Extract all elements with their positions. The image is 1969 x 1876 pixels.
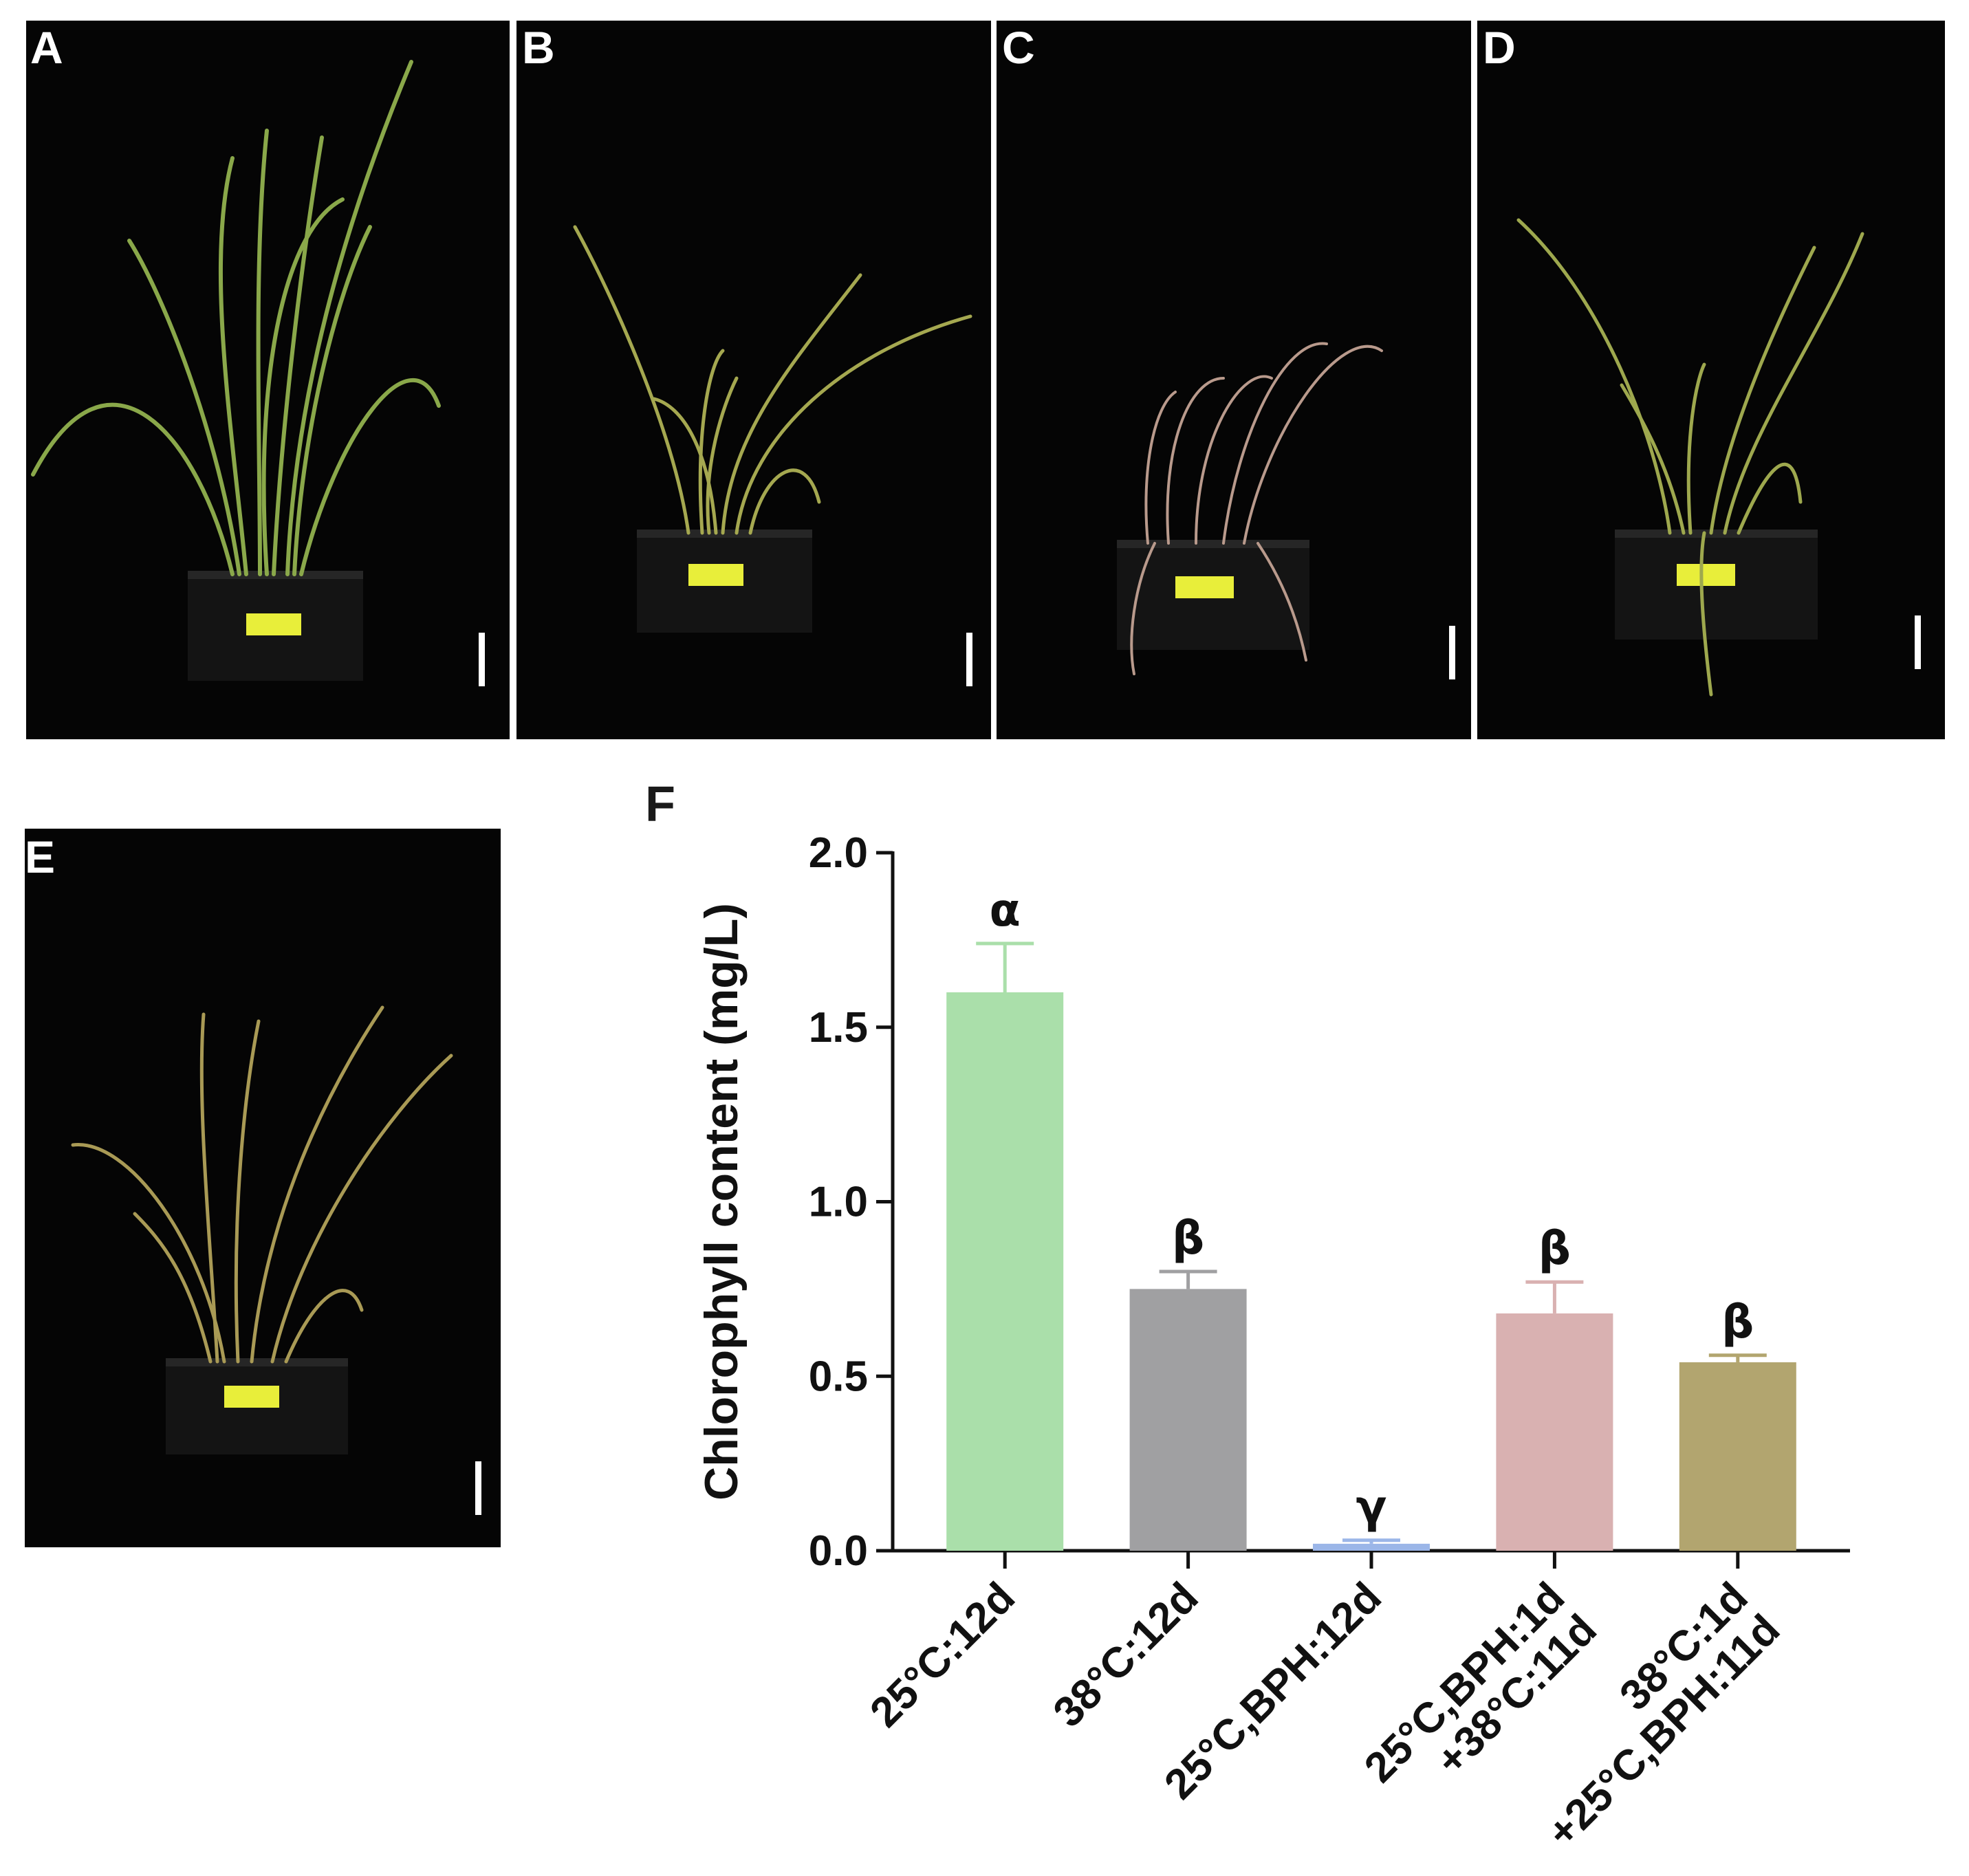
bar: [1496, 1313, 1613, 1551]
x-category-label: 25°C:12d: [861, 1573, 1024, 1736]
y-axis-title: Chlorophyll content (mg/L): [695, 903, 748, 1501]
scale-bar-e: [475, 1461, 481, 1515]
y-tick-label: 0.0: [809, 1527, 868, 1575]
plant-illustration-d: [1516, 218, 1864, 697]
scale-bar-b: [966, 633, 972, 686]
y-tick-label: 1.0: [809, 1179, 868, 1226]
significance-label: β: [1538, 1222, 1571, 1275]
bar: [1679, 1362, 1796, 1551]
photo-panel-b: B: [516, 21, 991, 739]
y-tick-label: 2.0: [809, 829, 868, 877]
scale-bar-a: [479, 633, 485, 686]
photo-panel-c: C: [997, 21, 1471, 739]
plant-illustration-c: [1117, 342, 1383, 675]
plant-illustration-e: [71, 1005, 453, 1454]
panel-letter-a: A: [30, 22, 63, 73]
photo-panel-e: E: [25, 829, 501, 1547]
bar: [1313, 1543, 1430, 1551]
x-category-label-line1: 38°C:12d: [1045, 1573, 1208, 1736]
panel-letter-e: E: [25, 831, 56, 882]
y-tick-label: 1.5: [809, 1004, 868, 1051]
significance-label: γ: [1356, 1481, 1387, 1534]
panel-letter-f: F: [645, 777, 675, 832]
chlorophyll-bar-chart: 0.0 0.5 1.0 1.5 2.0 Chlorophyll content (mg/L…: [695, 829, 1850, 1850]
plant-illustration-b: [573, 225, 972, 633]
significance-label: β: [1172, 1212, 1204, 1265]
y-tick-label: 0.5: [809, 1353, 868, 1400]
significance-label: α: [990, 884, 1021, 937]
significance-label: β: [1721, 1296, 1754, 1349]
scale-bar-d: [1915, 615, 1921, 669]
x-category-label: 25°C,BPH:1d+38°C:11d: [1356, 1573, 1606, 1791]
photo-panel-d: D: [1477, 21, 1945, 739]
bar: [946, 992, 1064, 1551]
panel-letter-d: D: [1483, 22, 1516, 73]
photo-panel-a: A: [26, 21, 510, 739]
x-category-label-line1: 25°C:12d: [861, 1573, 1024, 1736]
bar: [1129, 1289, 1247, 1551]
scale-bar-c: [1449, 626, 1455, 679]
panel-letter-b: B: [522, 22, 555, 73]
x-category-label: 38°C:12d: [1045, 1573, 1208, 1736]
plant-illustration-a: [31, 60, 441, 681]
panel-letter-c: C: [1002, 22, 1035, 73]
